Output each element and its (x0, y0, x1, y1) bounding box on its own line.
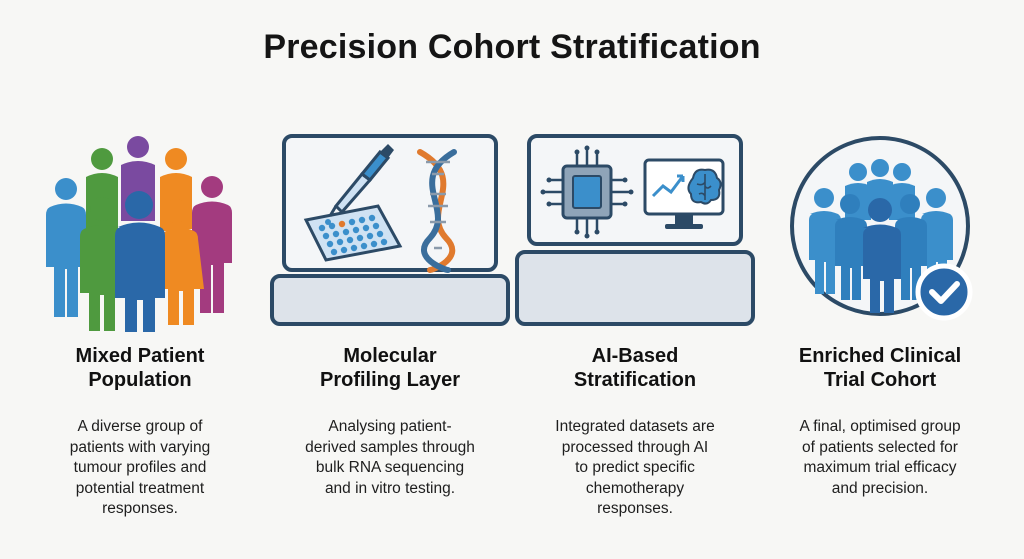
step3-heading: AI-Based Stratification (573, 345, 697, 391)
step4-description: A final, optimised group of patients sel… (799, 418, 961, 497)
checked-cohort-icon (790, 136, 973, 321)
pipette-icon (325, 144, 394, 225)
diverse-crowd-icon (46, 136, 232, 332)
ai-chip-monitor-icon (515, 134, 755, 326)
person-green-front (80, 197, 124, 331)
dna-helix-icon (417, 149, 457, 273)
page-title: Precision Cohort Stratification (263, 28, 761, 66)
step4-heading: Enriched Clinical Trial Cohort (798, 345, 962, 391)
step1-heading: Mixed Patient Population (75, 345, 205, 391)
person-orange-front (158, 199, 204, 325)
ai-chip-icon (540, 145, 634, 239)
lab-pipette-dna-icon (270, 134, 510, 326)
laptop-base (515, 250, 755, 326)
step1-description: A diverse group of patients with varying… (69, 418, 211, 517)
laptop-base (270, 274, 510, 326)
person-blue-center (115, 191, 165, 332)
check-badge-icon (915, 263, 973, 321)
step3-description: Integrated datasets are processed throug… (555, 418, 715, 517)
laptop-screen (282, 134, 498, 272)
monitor-brain-icon (643, 158, 725, 229)
step2-heading: Molecular Profiling Layer (319, 345, 461, 391)
person-blue-left (46, 178, 86, 317)
step2-description: Analysing patient- derived samples throu… (305, 418, 475, 497)
